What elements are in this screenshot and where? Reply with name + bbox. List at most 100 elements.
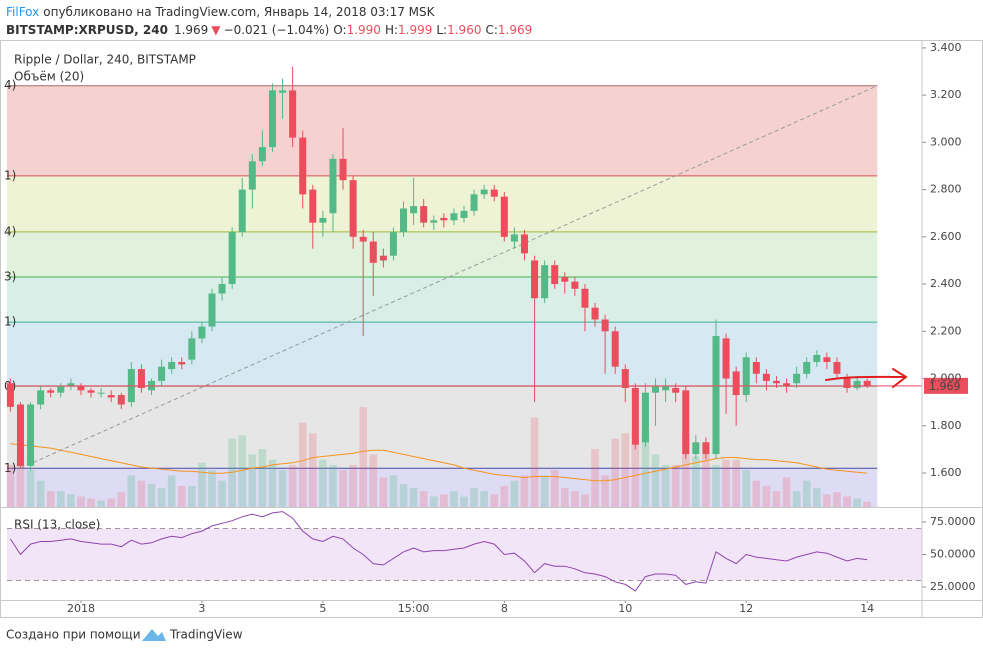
fib-band: [7, 231, 878, 277]
y-tick-label: 2.000: [930, 372, 962, 385]
candle-body: [410, 206, 418, 214]
candle-body: [309, 189, 317, 223]
candle-body: [27, 404, 35, 466]
candle-body: [389, 232, 397, 256]
o-label: O:: [333, 23, 346, 37]
y-tick-label: 25.0000: [930, 580, 976, 593]
main-title: Ripple / Dollar, 240, BITSTAMP: [14, 53, 196, 67]
volume-bar: [762, 485, 771, 507]
o: 1.990: [347, 23, 381, 37]
candle-body: [712, 336, 720, 455]
candle-body: [762, 373, 770, 381]
volume-bar: [651, 454, 660, 507]
volume-bar: [621, 433, 630, 507]
candle-body: [268, 90, 276, 148]
candle-body: [279, 90, 287, 93]
volume-bar: [127, 475, 136, 507]
volume-bar: [591, 449, 599, 507]
candle-body: [752, 361, 760, 374]
volume-ma: [10, 443, 868, 482]
candle-body: [339, 158, 347, 181]
candle-body: [77, 385, 85, 391]
candle-body: [742, 357, 750, 396]
volume-bar: [409, 488, 418, 507]
volume-bar: [500, 485, 509, 507]
candle-body: [581, 288, 589, 308]
volume-bar: [681, 433, 690, 507]
candle-body: [480, 189, 488, 195]
volume-bar: [16, 459, 25, 507]
candle-body: [470, 194, 478, 211]
volume-bar: [369, 454, 378, 507]
candle-body: [228, 232, 236, 285]
candle-body: [420, 206, 428, 223]
candle-body: [299, 137, 307, 195]
volume-bar: [470, 488, 478, 507]
fib-label: 1): [4, 315, 16, 329]
change: −0.021 (−1.04%): [224, 23, 330, 37]
candle-body: [783, 383, 791, 386]
volume-bar: [772, 491, 781, 507]
footer-brand[interactable]: TradingView: [169, 628, 243, 642]
volume-bar: [843, 496, 851, 507]
volume-bar: [581, 494, 589, 507]
x-tick-label: 15:00: [398, 602, 430, 615]
x-tick-label: 10: [618, 602, 632, 615]
candle-body: [117, 395, 125, 405]
candle-body: [520, 234, 528, 254]
candle-body: [440, 217, 448, 221]
volume-bar: [379, 477, 388, 507]
volume-bar: [540, 475, 549, 507]
rsi-band: [7, 528, 922, 581]
volume-bar: [480, 491, 488, 507]
candle-body: [793, 373, 801, 384]
candle-body: [369, 241, 377, 263]
y-tick-label: 3.400: [930, 41, 962, 54]
volume-bar: [268, 459, 277, 507]
volume-bar: [692, 456, 700, 507]
volume-bar: [6, 464, 15, 507]
candle-body: [672, 387, 680, 393]
fib-label: 4): [4, 224, 16, 238]
trend-line: [20, 85, 878, 469]
candle-body: [198, 326, 206, 339]
last-price-box: [924, 377, 968, 394]
y-tick-label: 1.600: [930, 466, 962, 479]
y-tick-label: 1.800: [930, 419, 962, 432]
candle-body: [178, 361, 186, 365]
candle-body: [662, 385, 670, 391]
candle-body: [289, 90, 297, 138]
volume-bar: [329, 464, 337, 507]
h: 1.999: [398, 23, 432, 37]
c: 1.969: [498, 23, 532, 37]
volume-bar: [792, 491, 801, 507]
volume-bar: [530, 417, 539, 507]
candle-body: [843, 378, 851, 388]
candle-body: [601, 319, 609, 332]
x-tick-label: 8: [501, 602, 508, 615]
volume-bar: [802, 480, 811, 507]
candle-body: [460, 210, 468, 218]
candle-body: [823, 357, 831, 362]
volume-bar: [510, 480, 519, 507]
plot: 4)1)4)3)1)0)1)1.9691.6001.8002.0002.2002…: [4, 41, 976, 615]
volume-bar: [147, 483, 156, 507]
volume-bar: [520, 475, 529, 507]
candle-body: [450, 213, 458, 221]
candle-body: [47, 390, 55, 393]
volume-bar: [853, 498, 861, 507]
candle-body: [107, 395, 115, 398]
symbol: BITSTAMP:XRPUSD, 240: [6, 23, 168, 37]
fib-band: [7, 468, 878, 507]
volume-bar: [823, 494, 831, 507]
volume-bar: [137, 480, 146, 507]
candle-body: [37, 390, 45, 405]
candle-body: [682, 390, 690, 455]
candle-body: [531, 260, 539, 299]
candle-body: [541, 265, 549, 299]
y-tick-label: 2.800: [930, 183, 962, 196]
volume-bar: [26, 470, 35, 507]
candle-body: [208, 293, 216, 327]
candle-body: [349, 180, 357, 237]
